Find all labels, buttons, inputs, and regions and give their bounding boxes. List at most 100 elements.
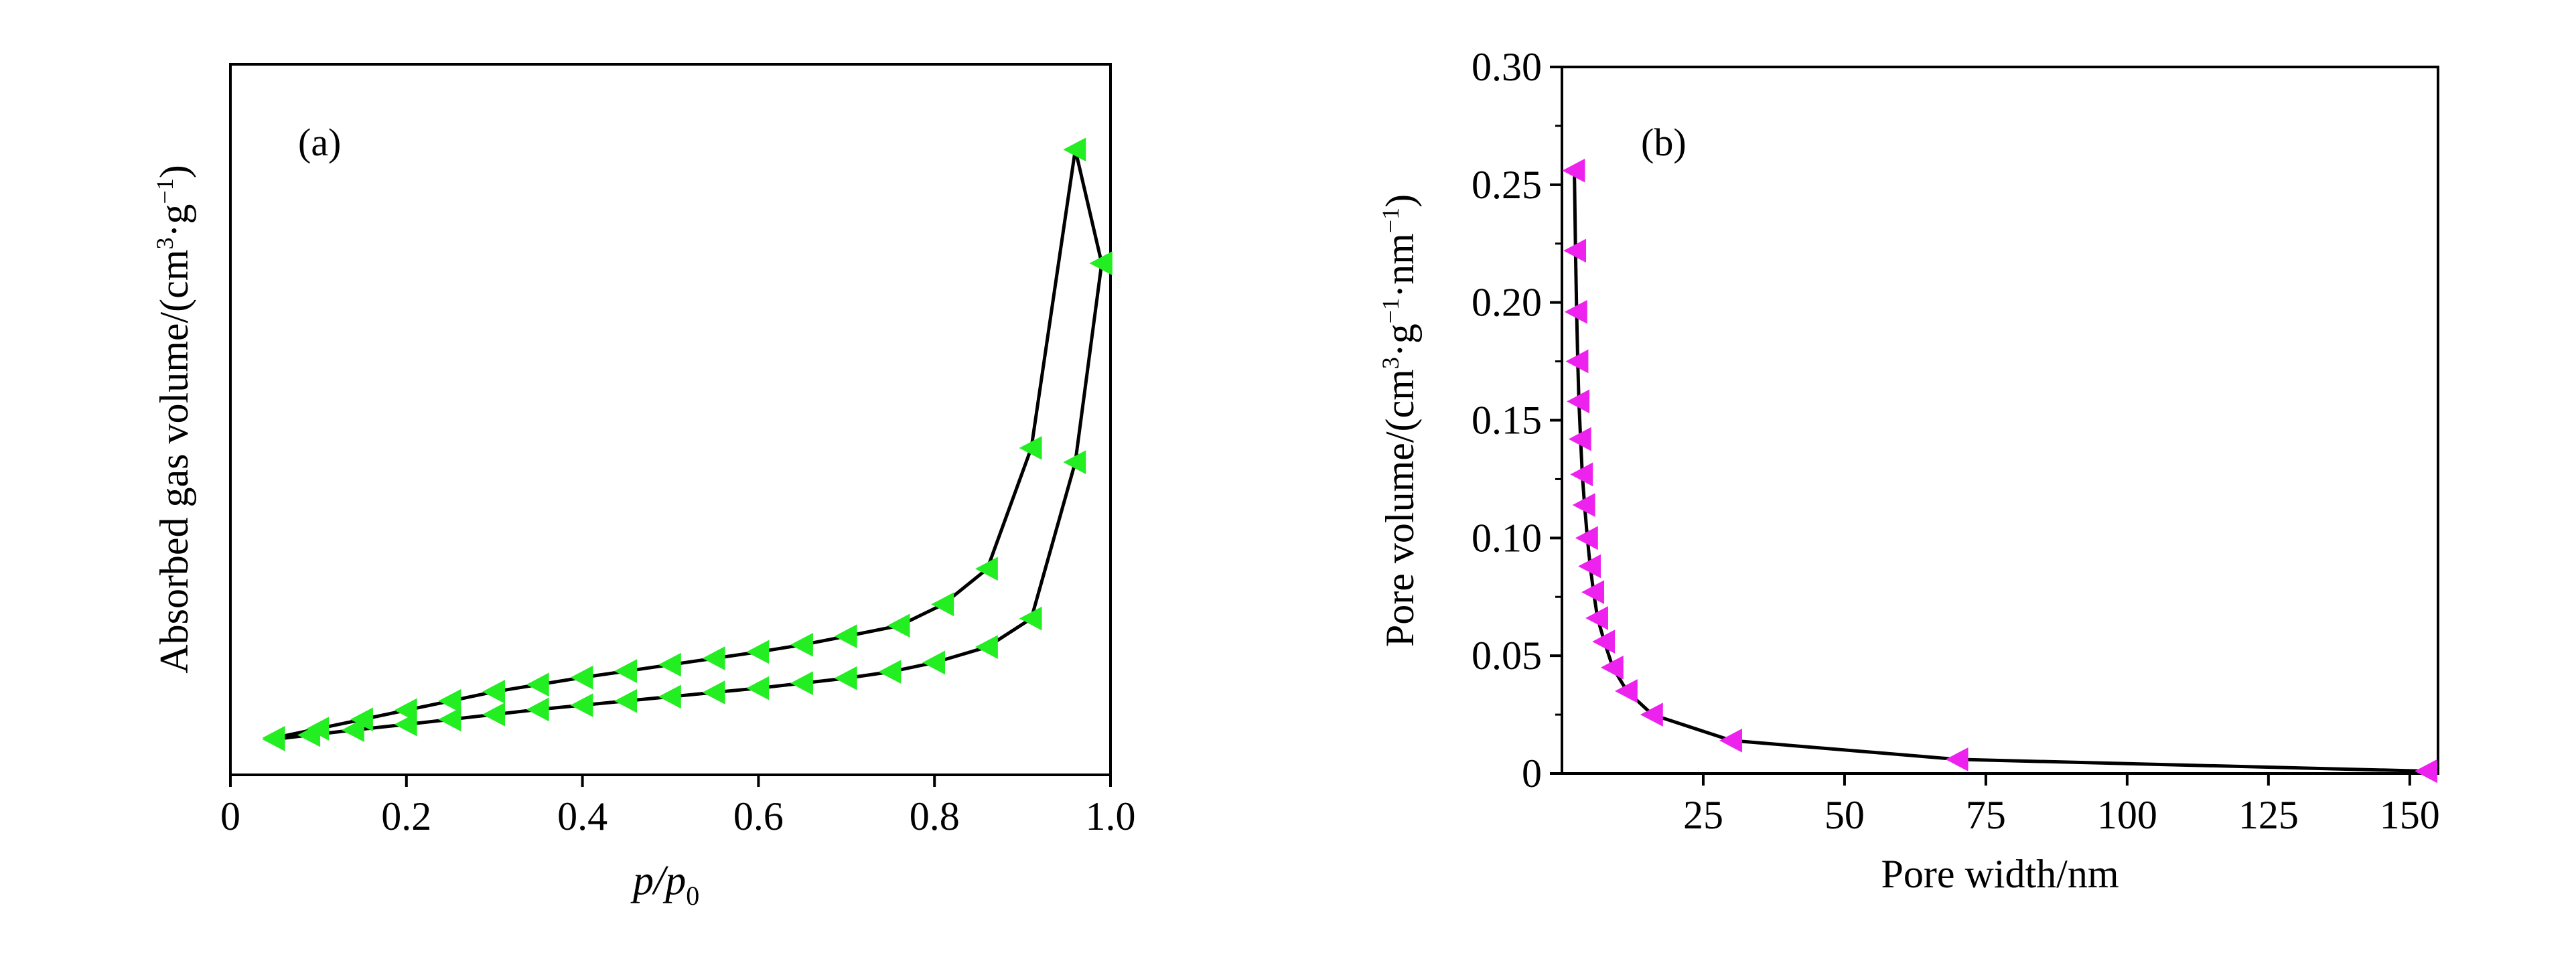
panel-b-y-axis-label-mid2: ·nm (1378, 233, 1422, 298)
panel-b-data-point (1614, 679, 1638, 703)
panel-b-pore-size-distribution: 25 50 75 100 125 150 0 0.05 0.10 0.15 0.20 0.25 0.3… (1377, 45, 2440, 896)
panel-b-y-axis-label-main: Pore volume/(cm (1378, 369, 1422, 647)
panel-b-label: (b) (1641, 121, 1687, 164)
panel-a-x-tick-label: 0 (220, 794, 240, 838)
panel-b-y-tick-labels: 0 0.05 0.10 0.15 0.20 0.25 0.30 (1472, 45, 1542, 796)
panel-b-data-point (1592, 630, 1616, 654)
panel-a-ticks (229, 775, 1112, 787)
panel-b-data-point (1581, 580, 1605, 605)
panel-b-y-tick-label: 0.25 (1472, 163, 1542, 207)
panel-b-data-point (1563, 238, 1587, 263)
panel-b-data-point (1945, 747, 1969, 771)
panel-b-data-point (2415, 759, 2437, 784)
panel-b-y-axis-label: Pore volume/(cm3·g−1·nm−1) (1377, 194, 1422, 647)
panel-a-data-point (790, 633, 813, 657)
panel-a-data-point (526, 697, 549, 722)
panel-a-data-point (1063, 137, 1086, 162)
panel-a-data-point (570, 665, 593, 690)
panel-a-adsorption-isotherm: 0 0.2 0.4 0.6 0.8 1.0 (a) p/p0 Absorbed gas v… (151, 63, 1136, 911)
panel-a-data-point (350, 707, 373, 732)
panel-b-y-tick-label: 0.05 (1472, 634, 1542, 678)
panel-b-data-point (1600, 655, 1624, 680)
panel-b-y-axis-label-sup2: −1 (1377, 298, 1404, 323)
panel-b-x-axis-label: Pore width/nm (1881, 852, 2119, 896)
panel-a-y-axis-label-main: Absorbed gas volume/(cm (152, 250, 196, 674)
panel-a-data-point (526, 672, 549, 697)
panel-a-x-tick-label: 0.6 (733, 794, 784, 838)
panel-b-x-tick-label: 100 (2097, 793, 2157, 837)
panel-a-data-point (482, 702, 505, 727)
panel-b-y-tick-label: 0 (1522, 751, 1542, 796)
panel-b-ticks (1550, 66, 2411, 786)
panel-a-x-axis-label-main: p/p (630, 858, 686, 903)
panel-b-x-tick-label: 75 (1966, 793, 2006, 837)
panel-a-data-point (975, 635, 998, 659)
panel-a-x-axis-label-sub: 0 (686, 881, 699, 911)
panel-a-y-axis-label-mid: ·g (152, 204, 196, 238)
panel-a-data-point (658, 684, 681, 709)
panel-a-data-point (878, 660, 902, 684)
panel-b-data-point (1570, 462, 1593, 487)
panel-b-markers (1562, 158, 2437, 784)
panel-b-x-tick-label: 50 (1824, 793, 1865, 837)
panel-b-data-point (1575, 526, 1598, 550)
panel-a-data-point (1063, 450, 1086, 474)
panel-a-data-point (702, 646, 725, 670)
panel-a-x-tick-label: 0.8 (910, 794, 960, 838)
panel-b-x-tick-label: 125 (2238, 793, 2299, 837)
panel-b-y-tick-label: 0.10 (1472, 516, 1542, 560)
panel-b-y-axis-label-sup1: 3 (1377, 357, 1404, 369)
panel-b-y-axis-label-sup3: −1 (1377, 208, 1404, 233)
panel-b-data-point (1564, 299, 1587, 324)
panel-a-markers (262, 137, 1113, 751)
panel-a-data-point (614, 688, 638, 713)
panel-a-data-point (570, 693, 593, 717)
panel-a-x-tick-label: 0.2 (381, 794, 431, 838)
panel-b-y-axis-label-end: ) (1378, 194, 1422, 208)
panel-a-x-tick-label: 1.0 (1086, 794, 1136, 838)
panel-a-data-point (790, 671, 813, 695)
panel-b-data-point (1565, 349, 1589, 374)
panel-a-data-point (438, 707, 461, 732)
panel-a-data-point (394, 698, 417, 723)
panel-a-y-axis-label: Absorbed gas volume/(cm3·g−1) (151, 165, 196, 673)
panel-b-data-point (1578, 554, 1601, 579)
panel-a-label: (a) (298, 121, 341, 164)
panel-a-data-point (658, 652, 681, 677)
panel-a-data-point (931, 592, 954, 617)
panel-b-data-point (1572, 493, 1595, 517)
panel-a-data-point (834, 624, 857, 648)
panel-b-x-tick-labels: 25 50 75 100 125 150 (1683, 793, 2440, 837)
panel-a-data-point (887, 613, 910, 638)
panel-a-data-point (1089, 251, 1113, 275)
panel-a-data-point (1019, 436, 1042, 460)
panel-a-data-point (614, 659, 638, 683)
panel-b-y-axis-label-mid: ·g (1378, 323, 1422, 357)
panel-b-x-tick-label: 25 (1683, 793, 1723, 837)
panel-b-data-point (1562, 158, 1585, 183)
panel-a-data-point (482, 680, 505, 704)
panel-a-data-point (922, 650, 945, 675)
panel-a-data-point (341, 718, 364, 742)
panel-a-x-tick-label: 0.4 (557, 794, 607, 838)
panel-a-data-point (306, 717, 330, 741)
panel-b-series-line-pore-size-distribution (1573, 170, 2427, 773)
panel-a-x-tick-labels: 0 0.2 0.4 0.6 0.8 1.0 (220, 794, 1136, 838)
panel-a-data-point (702, 680, 725, 705)
panel-b-y-tick-label: 0.30 (1472, 45, 1542, 89)
panel-a-series-lines (274, 149, 1104, 741)
panel-b-data-point (1719, 728, 1742, 753)
panel-a-data-point (262, 725, 285, 750)
panel-a-data-point (438, 688, 461, 713)
panel-a-data-point (834, 666, 857, 690)
panel-a-data-point (1019, 606, 1042, 631)
panel-a-y-axis-label-sup2: −1 (151, 178, 178, 204)
panel-b-data-point (1585, 606, 1608, 630)
panel-a-x-axis-label: p/p0 (630, 858, 699, 911)
panel-b-data-point (1568, 427, 1591, 451)
panel-a-y-axis-label-end: ) (152, 165, 196, 178)
panel-a-data-point (746, 640, 770, 664)
panel-b-data-point (1567, 389, 1590, 414)
panel-a-y-axis-label-sup1: 3 (151, 238, 178, 250)
